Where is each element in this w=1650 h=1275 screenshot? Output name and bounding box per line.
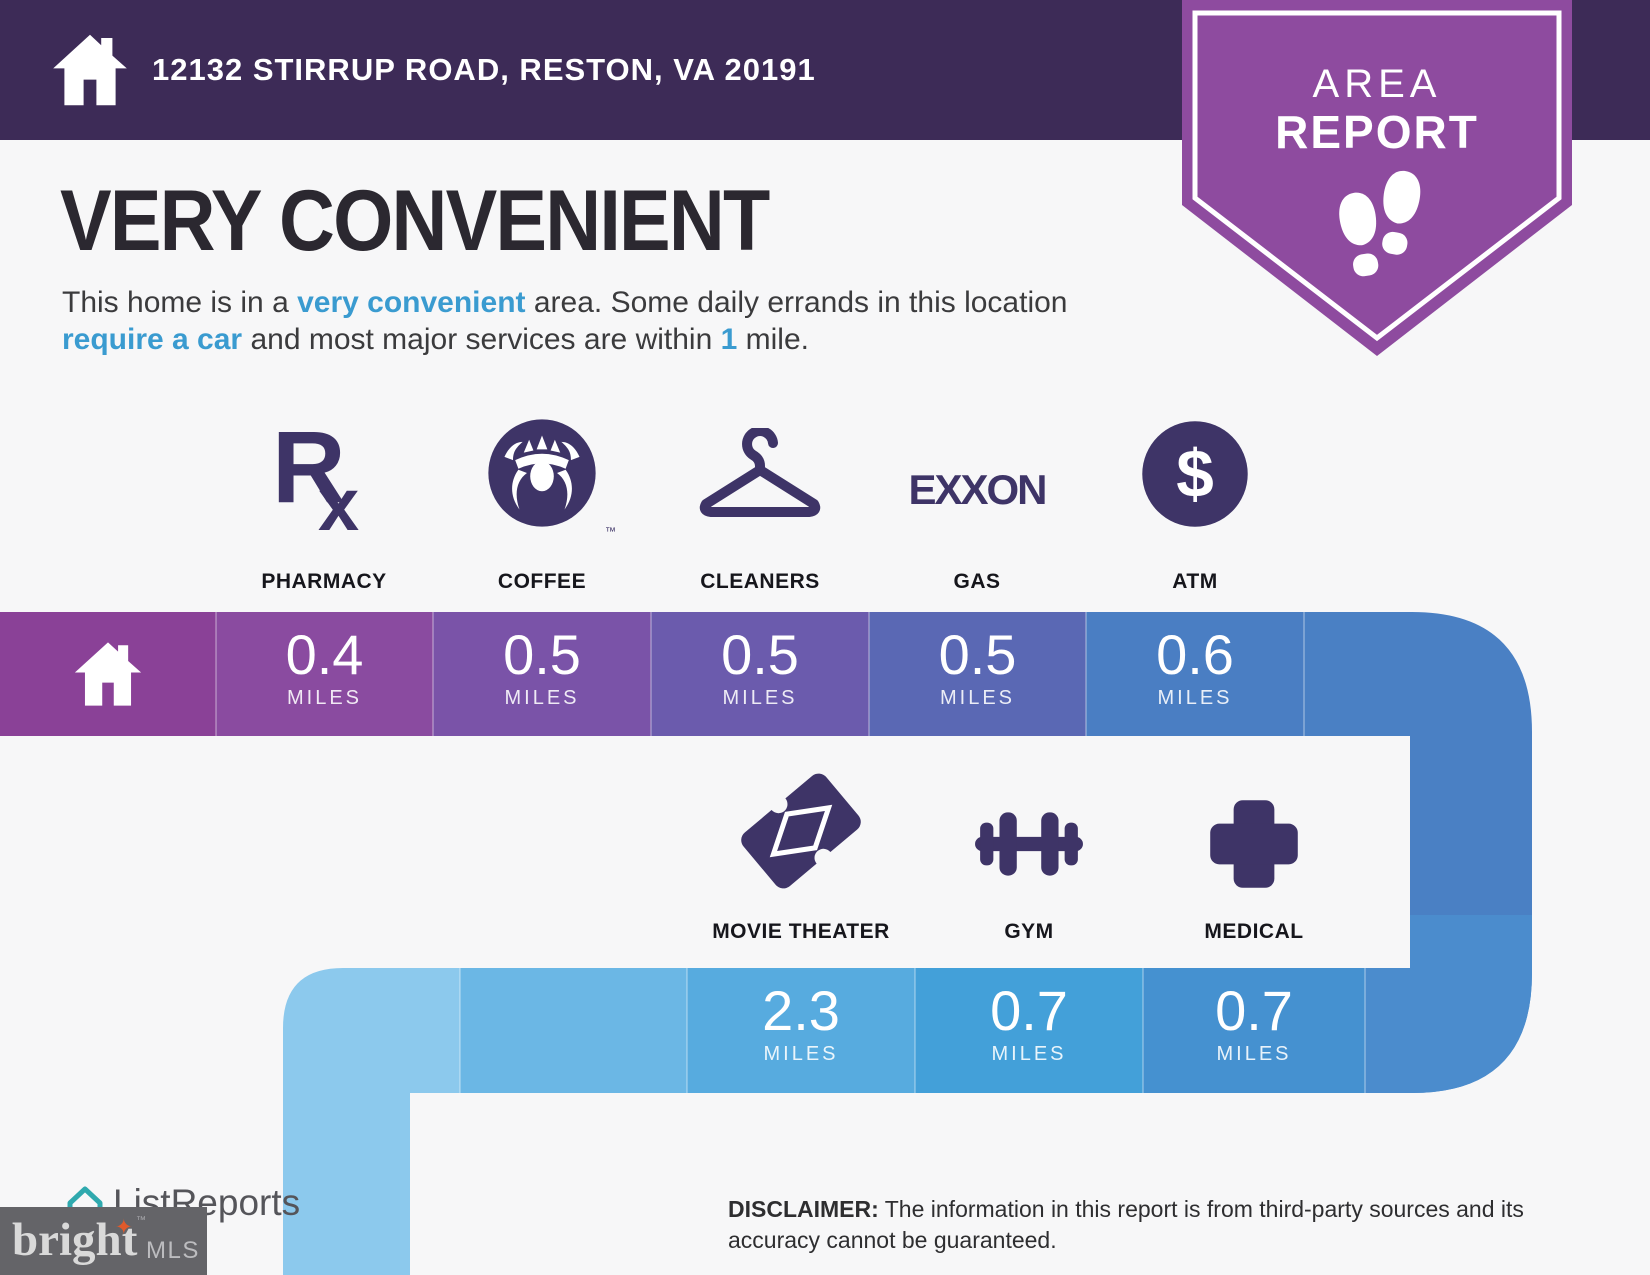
divider [1303,612,1305,736]
disclaimer-text: The information in this report is from t… [728,1196,1524,1253]
divider [868,612,870,736]
atm-distance: 0.6 [1156,623,1234,686]
description: This home is in a very convenient area. … [62,284,1107,358]
gas-distance: 0.5 [938,623,1017,686]
poi-label: ATM [1172,570,1218,593]
divider [1085,612,1087,736]
segment-row2-lead1 [283,968,460,1093]
disclaimer: DISCLAIMER: The information in this repo… [728,1194,1543,1256]
badge-line2: REPORT [1275,106,1479,158]
divider [1364,968,1366,1093]
divider [686,968,688,1093]
poi-atm: $ ATM [1075,421,1315,598]
trademark-symbol: ™ [605,526,616,538]
poi-gym: GYM [909,752,1149,952]
gym-distance: 0.7 [990,979,1068,1042]
description-highlight: require a car [62,323,243,356]
bright-mls-logo: bright ✦ ™ MLS [0,1207,207,1275]
trademark-symbol: ™ [136,1215,146,1226]
ticket-icon [741,773,861,889]
medical-distance: 0.7 [1215,979,1293,1042]
description-part: area. Some daily errands in this locatio… [525,286,1068,319]
segment-cleaners: 0.5 MILES [651,612,869,736]
pharmacy-distance-unit: MILES [286,687,363,709]
poi-label: CLEANERS [700,570,820,593]
poi-label: MOVIE THEATER [712,920,890,943]
gas-distance-unit: MILES [939,687,1016,709]
poi-cleaners: CLEANERS [640,422,880,598]
svg-text:R: R [272,410,346,524]
rx-pharmacy-icon: R x [272,410,359,532]
segment-coffee: 0.5 MILES [433,612,651,736]
poi-label: GYM [1004,920,1054,943]
description-highlight: very convenient [297,286,526,319]
bright-wordmark: bright [12,1214,138,1266]
segment-medical: 0.7 MILES [1143,968,1365,1093]
hanger-icon [699,428,821,517]
description-part: mile. [737,323,809,356]
description-part: This home is in a [62,286,298,319]
poi-gas: EXXON GAS [857,422,1097,598]
property-address: 12132 STIRRUP ROAD, RESTON, VA 20191 [152,52,816,87]
poi-label: PHARMACY [261,570,387,593]
footprints-icon [1339,170,1421,277]
gym-distance-unit: MILES [991,1043,1067,1065]
dollar-circle-icon: $ [1142,421,1248,527]
description-part: and most major services are within [242,323,721,356]
segment-movie-theater: 2.3 MILES [687,968,915,1093]
poi-medical: MEDICAL [1134,752,1374,952]
disclaimer-label: DISCLAIMER: [728,1196,879,1222]
poi-label: MEDICAL [1204,920,1304,943]
starbucks-siren-icon [488,419,596,527]
band-right-connector-top [1410,736,1532,915]
movie-theater-distance-unit: MILES [763,1043,839,1065]
band-descender [283,1093,410,1275]
segment-gas: 0.5 MILES [869,612,1086,736]
segment-row2-lead2 [460,968,687,1093]
divider [215,612,217,736]
page-title: VERY CONVENIENT [60,173,770,269]
area-report-badge: AREA REPORT [1182,0,1572,356]
poi-coffee: ™ COFFEE [422,419,662,598]
divider [650,612,652,736]
divider [914,968,916,1093]
segment-row1-corner [1304,612,1532,736]
home-icon-band [72,636,144,712]
medical-distance-unit: MILES [1216,1043,1292,1065]
segment-atm: 0.6 MILES [1086,612,1304,736]
medical-cross-icon [1210,800,1298,888]
cleaners-distance-unit: MILES [722,687,798,709]
segment-gym: 0.7 MILES [915,968,1143,1093]
divider [459,968,461,1093]
description-highlight: 1 [720,323,738,356]
bright-star-icon: ✦ [115,1216,133,1239]
mls-wordmark: MLS [146,1237,200,1264]
segment-row2-corner [1365,968,1532,1093]
poi-label: COFFEE [497,570,587,593]
coffee-distance: 0.5 [503,623,581,686]
pharmacy-distance: 0.4 [285,623,364,686]
divider [432,612,434,736]
divider [1142,968,1144,1093]
exxon-logo: EXXON [908,466,1047,513]
home-icon [53,34,127,106]
cleaners-distance: 0.5 [721,623,799,686]
dollar-symbol: $ [1176,437,1214,512]
poi-movie-theater: MOVIE THEATER [681,752,921,952]
coffee-distance-unit: MILES [504,687,580,709]
poi-pharmacy: R x PHARMACY [204,410,444,598]
segment-pharmacy: 0.4 MILES [216,612,433,736]
atm-distance-unit: MILES [1157,687,1233,709]
svg-text:x: x [318,463,359,532]
poi-label: GAS [953,570,1001,593]
badge-line1: AREA [1313,62,1442,106]
dumbbell-icon [975,812,1083,876]
movie-theater-distance: 2.3 [762,979,840,1042]
